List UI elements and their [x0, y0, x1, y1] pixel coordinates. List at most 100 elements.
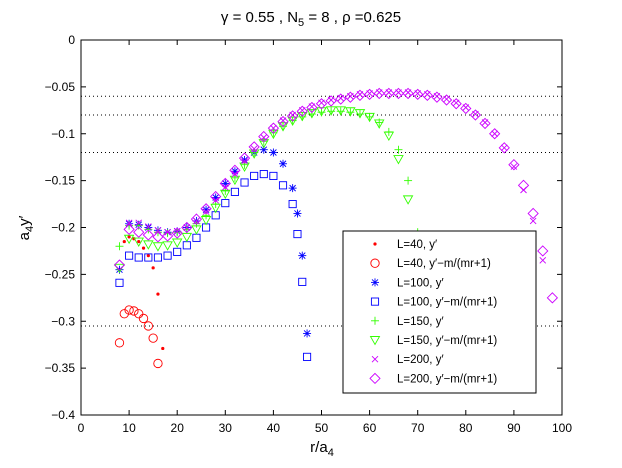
data-point: [143, 240, 154, 250]
data-point: [268, 129, 279, 140]
data-point: [183, 224, 191, 231]
data-point: [259, 145, 268, 154]
data-point: [123, 234, 135, 245]
data-point: [221, 199, 230, 208]
data-point: [325, 95, 337, 107]
data-point: [248, 149, 260, 159]
data-point: [345, 107, 356, 117]
x-tick-label: 100: [552, 421, 572, 435]
data-point: [181, 221, 193, 234]
legend-label-7: L=200, y′−m/(mr+1): [397, 373, 497, 385]
data-point: [402, 195, 414, 205]
y-axis: 0 −0.05 −0.1 −0.15 −0.2 −0.25 −0.3 −0.35 −0.4: [45, 33, 562, 422]
data-point: [303, 352, 312, 361]
x-tick-label: 10: [122, 421, 136, 435]
data-point: [491, 130, 498, 138]
data-point: [192, 233, 201, 242]
data-point: [144, 253, 153, 262]
x-tick-label: 70: [411, 421, 425, 435]
legend-marker-7: [369, 372, 381, 385]
data-point: [288, 200, 297, 209]
x-tick-label: 90: [507, 421, 521, 435]
data-point: [173, 247, 182, 256]
legend-label-3: L=100, y′−m/(mr+1): [397, 297, 497, 309]
data-point: [181, 232, 193, 243]
data-point: [450, 98, 462, 110]
data-point: [498, 142, 510, 154]
data-point: [383, 131, 395, 142]
data-point: [161, 346, 165, 351]
legend-marker-3: [370, 297, 380, 306]
data-point: [238, 152, 251, 164]
data-point: [171, 238, 183, 248]
data-point: [164, 228, 171, 236]
legend-label-5: L=150, y′−m/(mr+1): [397, 335, 497, 347]
data-point: [269, 171, 278, 180]
data-point: [135, 219, 143, 227]
data-point: [229, 175, 241, 186]
data-point: [392, 87, 405, 100]
data-point: [539, 256, 547, 264]
data-point: [153, 358, 163, 369]
x-tick-label: 40: [267, 421, 281, 435]
x-axis-label: r/a4: [310, 439, 334, 459]
legend-marker-5: [369, 336, 381, 346]
data-point: [200, 216, 212, 226]
data-point: [202, 208, 210, 215]
data-point: [240, 178, 249, 187]
series-3: [115, 170, 312, 361]
data-point: [296, 105, 308, 117]
data-point: [152, 242, 164, 252]
data-point: [510, 163, 518, 170]
data-point: [145, 223, 152, 230]
data-point: [141, 246, 146, 250]
data-point: [173, 227, 181, 235]
data-point: [200, 203, 212, 215]
data-point: [412, 88, 424, 101]
data-point: [335, 93, 347, 105]
data-point: [143, 321, 153, 331]
data-point: [241, 157, 248, 165]
y-tick-label: 0: [68, 33, 75, 47]
data-point: [364, 112, 375, 123]
data-point: [460, 102, 472, 115]
data-point: [296, 111, 308, 122]
data-point: [431, 91, 443, 103]
data-point: [269, 148, 278, 157]
data-point: [383, 87, 395, 100]
data-point: [115, 278, 124, 287]
data-point: [142, 229, 154, 241]
data-point: [298, 277, 307, 286]
data-point: [267, 122, 280, 134]
data-point: [125, 251, 134, 260]
data-point: [113, 259, 126, 271]
data-point: [344, 91, 356, 103]
data-point: [363, 88, 376, 101]
data-point: [259, 170, 268, 179]
data-point: [250, 145, 258, 153]
data-point: [219, 177, 231, 190]
data-point: [303, 329, 312, 338]
data-point: [154, 226, 162, 234]
data-point: [373, 87, 385, 100]
data-point: [306, 109, 318, 119]
data-point: [161, 230, 174, 242]
data-point: [210, 203, 221, 214]
data-point: [316, 107, 327, 117]
y-tick-label: −0.3: [51, 314, 75, 328]
data-point: [402, 87, 414, 100]
data-point: [258, 130, 270, 143]
data-point: [162, 241, 173, 251]
data-point: [500, 144, 508, 152]
data-point: [163, 251, 172, 260]
x-tick-label: 60: [363, 421, 377, 435]
data-point: [287, 116, 298, 127]
data-point: [537, 245, 549, 257]
data-point: [529, 217, 537, 225]
legend-label-4: L=150, y′: [397, 316, 444, 328]
x-tick-label: 20: [171, 421, 185, 435]
y-tick-label: −0.25: [45, 267, 76, 281]
chart-title: γ = 0.55 , N5 = 8 , ρ =0.625: [221, 9, 401, 29]
data-point: [258, 139, 270, 149]
data-point: [325, 106, 337, 116]
